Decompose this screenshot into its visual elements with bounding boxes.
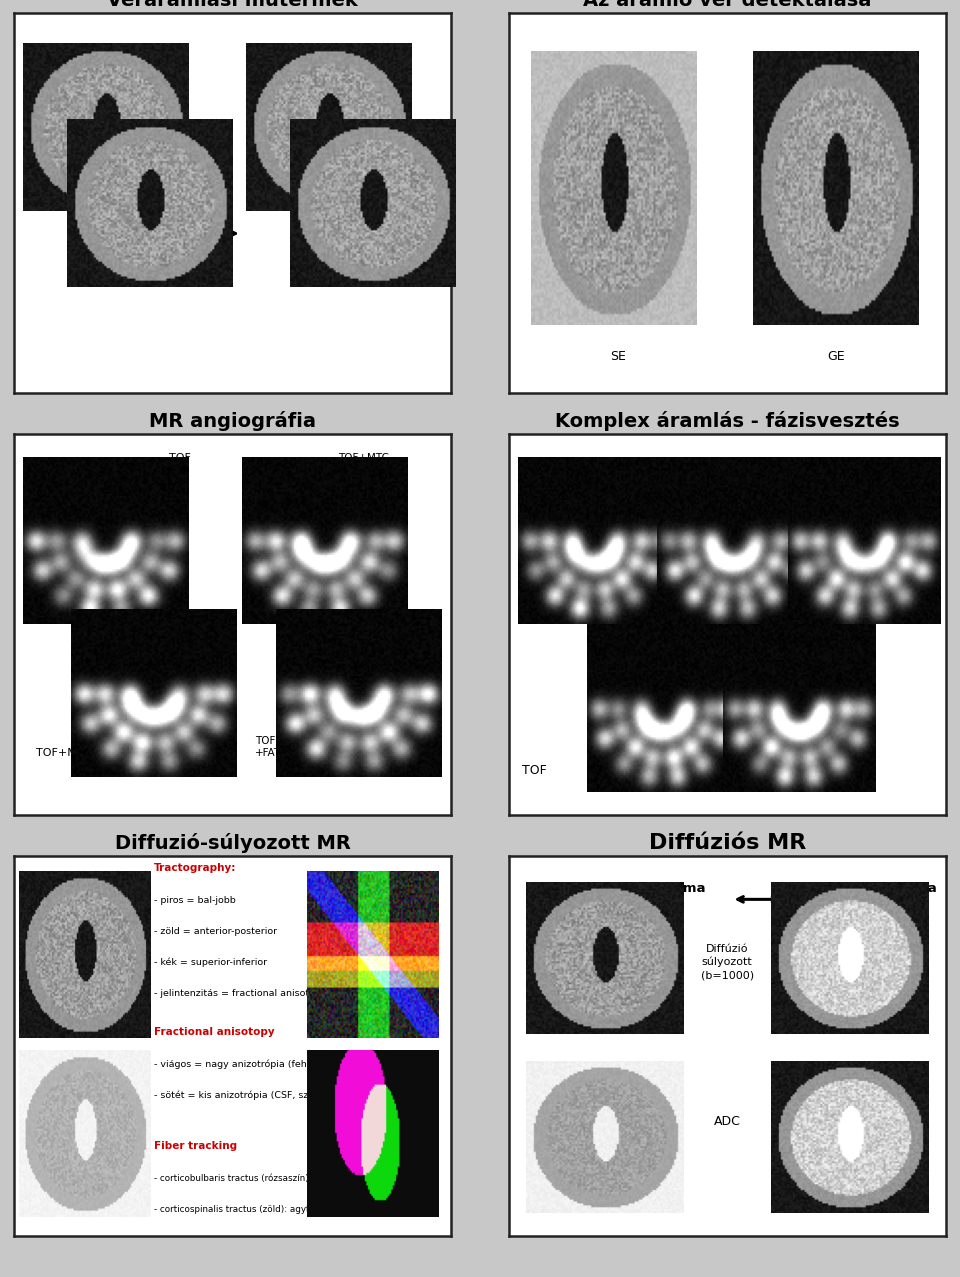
Text: DWI: DWI: [21, 1033, 42, 1042]
Text: TOF: TOF: [170, 453, 191, 464]
Text: - jelintenzitás = fractional anisotropy.: - jelintenzitás = fractional anisotropy.: [155, 990, 332, 999]
Text: - kék = superior-inferior: - kék = superior-inferior: [155, 958, 267, 968]
Text: - zöld = anterior-posterior: - zöld = anterior-posterior: [155, 927, 277, 936]
Text: - viágos = nagy anizotrópia (fehérállomány): - viágos = nagy anizotrópia (fehérállomá…: [155, 1059, 364, 1069]
Text: GE: GE: [828, 350, 845, 363]
Title: Az áramló vér detektálása: Az áramló vér detektálása: [583, 0, 872, 10]
Text: Fractional anisotopy: Fractional anisotopy: [155, 1027, 275, 1037]
Text: Diffúzió
súlyozott
(b=1000): Diffúzió súlyozott (b=1000): [701, 944, 754, 981]
Text: Tractography:: Tractography:: [155, 863, 236, 873]
Text: TOF+MTC
+FATSAT: TOF+MTC +FATSAT: [254, 736, 305, 757]
Text: Fiber tracking: Fiber tracking: [155, 1142, 237, 1151]
Title: Véráramlási műtermék: Véráramlási műtermék: [108, 0, 358, 10]
Title: Diffuzió-súlyozott MR: Diffuzió-súlyozott MR: [115, 833, 350, 853]
Text: - piros = bal-jobb: - piros = bal-jobb: [155, 895, 236, 904]
Text: - sötét = kis anizotrópia (CSF, szürkeállomány): - sötét = kis anizotrópia (CSF, szürkeál…: [155, 1091, 377, 1099]
Text: ADC: ADC: [714, 1116, 740, 1129]
Title: MR angiográfia: MR angiográfia: [150, 411, 316, 432]
Text: SE: SE: [610, 350, 626, 363]
Text: TOF+MTC: TOF+MTC: [36, 747, 91, 757]
Text: - corticospinalis tractus (zöld): agytörzs – precentralis gyrus: - corticospinalis tractus (zöld): agytör…: [155, 1204, 417, 1213]
Text: - corticobulbaris tractus (rózsaszín) : capsula interna: - corticobulbaris tractus (rózsaszín) : …: [155, 1174, 385, 1183]
Text: TOF+MTC
512 mátrix: TOF+MTC 512 mátrix: [335, 453, 393, 475]
Text: Vazogén ödéma: Vazogén ödéma: [588, 882, 706, 895]
Title: Komplex áramlás - fázisvesztés: Komplex áramlás - fázisvesztés: [555, 411, 900, 432]
Title: Diffúziós MR: Diffúziós MR: [649, 833, 805, 853]
Text: Cytotoxikus ödéma: Cytotoxikus ödéma: [793, 882, 936, 895]
Text: TOF: TOF: [522, 764, 546, 776]
